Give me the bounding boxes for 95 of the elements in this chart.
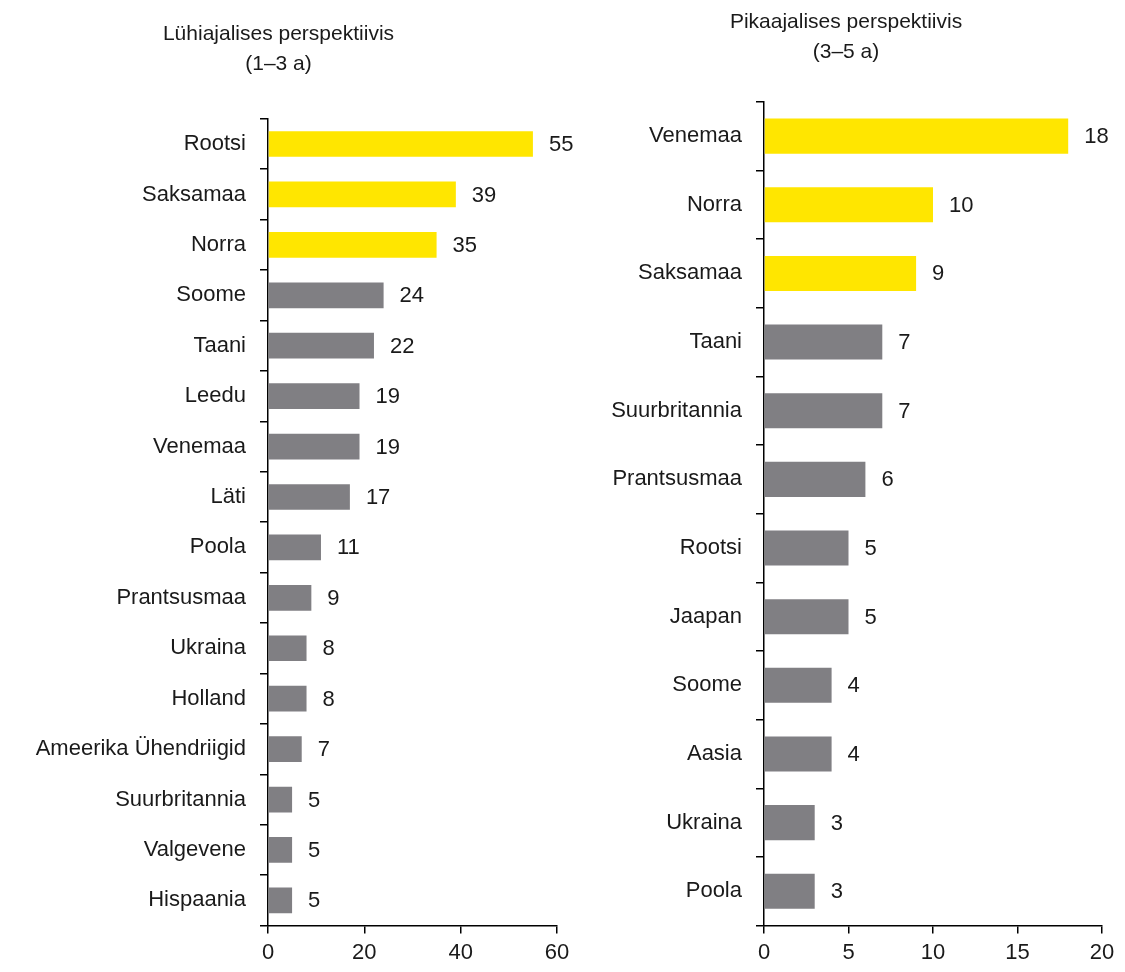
y-tick-label: Soome	[672, 671, 742, 697]
bar	[764, 736, 832, 772]
data-label: 7	[317, 736, 330, 762]
x-tick-label: 15	[1005, 938, 1030, 964]
bar	[268, 383, 360, 409]
y-tick-label: Ukraina	[170, 634, 247, 660]
y-tick-label: Aasia	[686, 740, 743, 766]
x-tick-label: 20	[1089, 938, 1115, 964]
bar	[764, 667, 832, 703]
bar	[764, 599, 849, 635]
bar	[764, 118, 1069, 154]
data-label: 10	[949, 191, 974, 217]
y-tick-label: Poola	[685, 877, 743, 903]
y-tick-label: Poola	[189, 533, 247, 559]
bar	[764, 393, 883, 429]
data-label: 4	[847, 741, 860, 767]
x-tick-label: 40	[448, 938, 473, 964]
y-tick-label: Ukraina	[666, 808, 743, 834]
data-label: 9	[932, 260, 945, 286]
data-label: 11	[336, 534, 360, 560]
y-tick-label: Suurbritannia	[611, 396, 743, 422]
bar	[268, 332, 374, 359]
bar	[764, 530, 849, 566]
y-tick-label: Taani	[689, 328, 742, 354]
data-label: 6	[881, 466, 894, 492]
bar	[268, 837, 293, 863]
y-tick-label: Soome	[176, 281, 246, 307]
x-tick-label: 10	[920, 938, 946, 964]
y-tick-label: Rootsi	[679, 534, 742, 560]
x-tick-label: 60	[544, 938, 570, 964]
y-tick-label: Jaapan	[669, 602, 742, 628]
y-tick-label: Saksamaa	[142, 180, 247, 206]
data-label: 19	[375, 433, 400, 459]
y-tick-label: Venemaa	[153, 432, 247, 458]
bar	[268, 584, 312, 611]
data-label: 19	[375, 383, 400, 409]
data-label: 3	[830, 809, 843, 835]
bar	[764, 461, 866, 497]
data-label: 3	[830, 878, 843, 904]
data-label: 55	[548, 131, 574, 157]
data-label: 24	[399, 282, 425, 308]
data-label: 9	[327, 584, 340, 610]
data-label: 8	[322, 685, 335, 711]
data-label: 7	[898, 329, 911, 355]
data-label: 5	[864, 603, 877, 629]
y-tick-label: Norra	[190, 230, 247, 256]
data-label: 5	[308, 786, 321, 812]
bar	[268, 685, 307, 712]
bar	[764, 805, 815, 841]
bar	[268, 181, 456, 208]
bar	[268, 484, 350, 510]
y-tick-label: Rootsi	[183, 130, 246, 156]
chart-title: Pikaajalises perspektiivis (3–5 a)	[729, 9, 963, 62]
data-label: 5	[308, 837, 321, 863]
y-tick-label: Läti	[210, 483, 246, 509]
bar	[764, 187, 933, 223]
y-tick-label: Leedu	[184, 382, 246, 408]
y-tick-label: Prantsusmaa	[116, 583, 247, 609]
data-label: 4	[847, 672, 860, 698]
bar	[268, 433, 360, 460]
data-label: 7	[898, 397, 911, 423]
bar	[268, 887, 293, 914]
bar	[268, 736, 302, 762]
y-tick-label: Hispaania	[148, 886, 247, 912]
y-tick-label: Holland	[171, 684, 246, 710]
bar	[764, 255, 917, 291]
data-label: 5	[864, 535, 877, 561]
y-tick-label: Venemaa	[649, 122, 743, 148]
data-label: 8	[322, 635, 335, 661]
y-tick-label: Taani	[193, 331, 246, 357]
y-tick-label: Suurbritannia	[115, 785, 247, 811]
bar	[764, 873, 815, 909]
chart-title: Lühiajalises perspektiivis (1–3 a)	[162, 21, 395, 74]
bar	[268, 534, 321, 561]
y-tick-label: Saksamaa	[638, 259, 743, 285]
y-tick-label: Ameerika Ühendriigid	[35, 735, 246, 761]
data-label: 5	[308, 887, 321, 913]
x-tick-label: 0	[261, 938, 275, 964]
x-tick-label: 20	[352, 938, 377, 964]
y-tick-label: Valgevene	[143, 836, 246, 862]
x-tick-label: 0	[757, 938, 771, 964]
bar	[268, 635, 307, 662]
data-label: 22	[389, 332, 415, 358]
bar	[268, 232, 437, 258]
data-label: 35	[452, 231, 478, 257]
data-label: 18	[1084, 123, 1109, 149]
x-tick-label: 5	[842, 938, 855, 964]
y-tick-label: Prantsusmaa	[612, 465, 743, 491]
y-tick-label: Norra	[686, 190, 743, 216]
bar	[268, 131, 533, 157]
data-label: 39	[471, 181, 497, 207]
bar	[268, 282, 384, 309]
bar	[268, 786, 293, 813]
bar	[764, 324, 883, 360]
data-label: 17	[365, 484, 391, 510]
